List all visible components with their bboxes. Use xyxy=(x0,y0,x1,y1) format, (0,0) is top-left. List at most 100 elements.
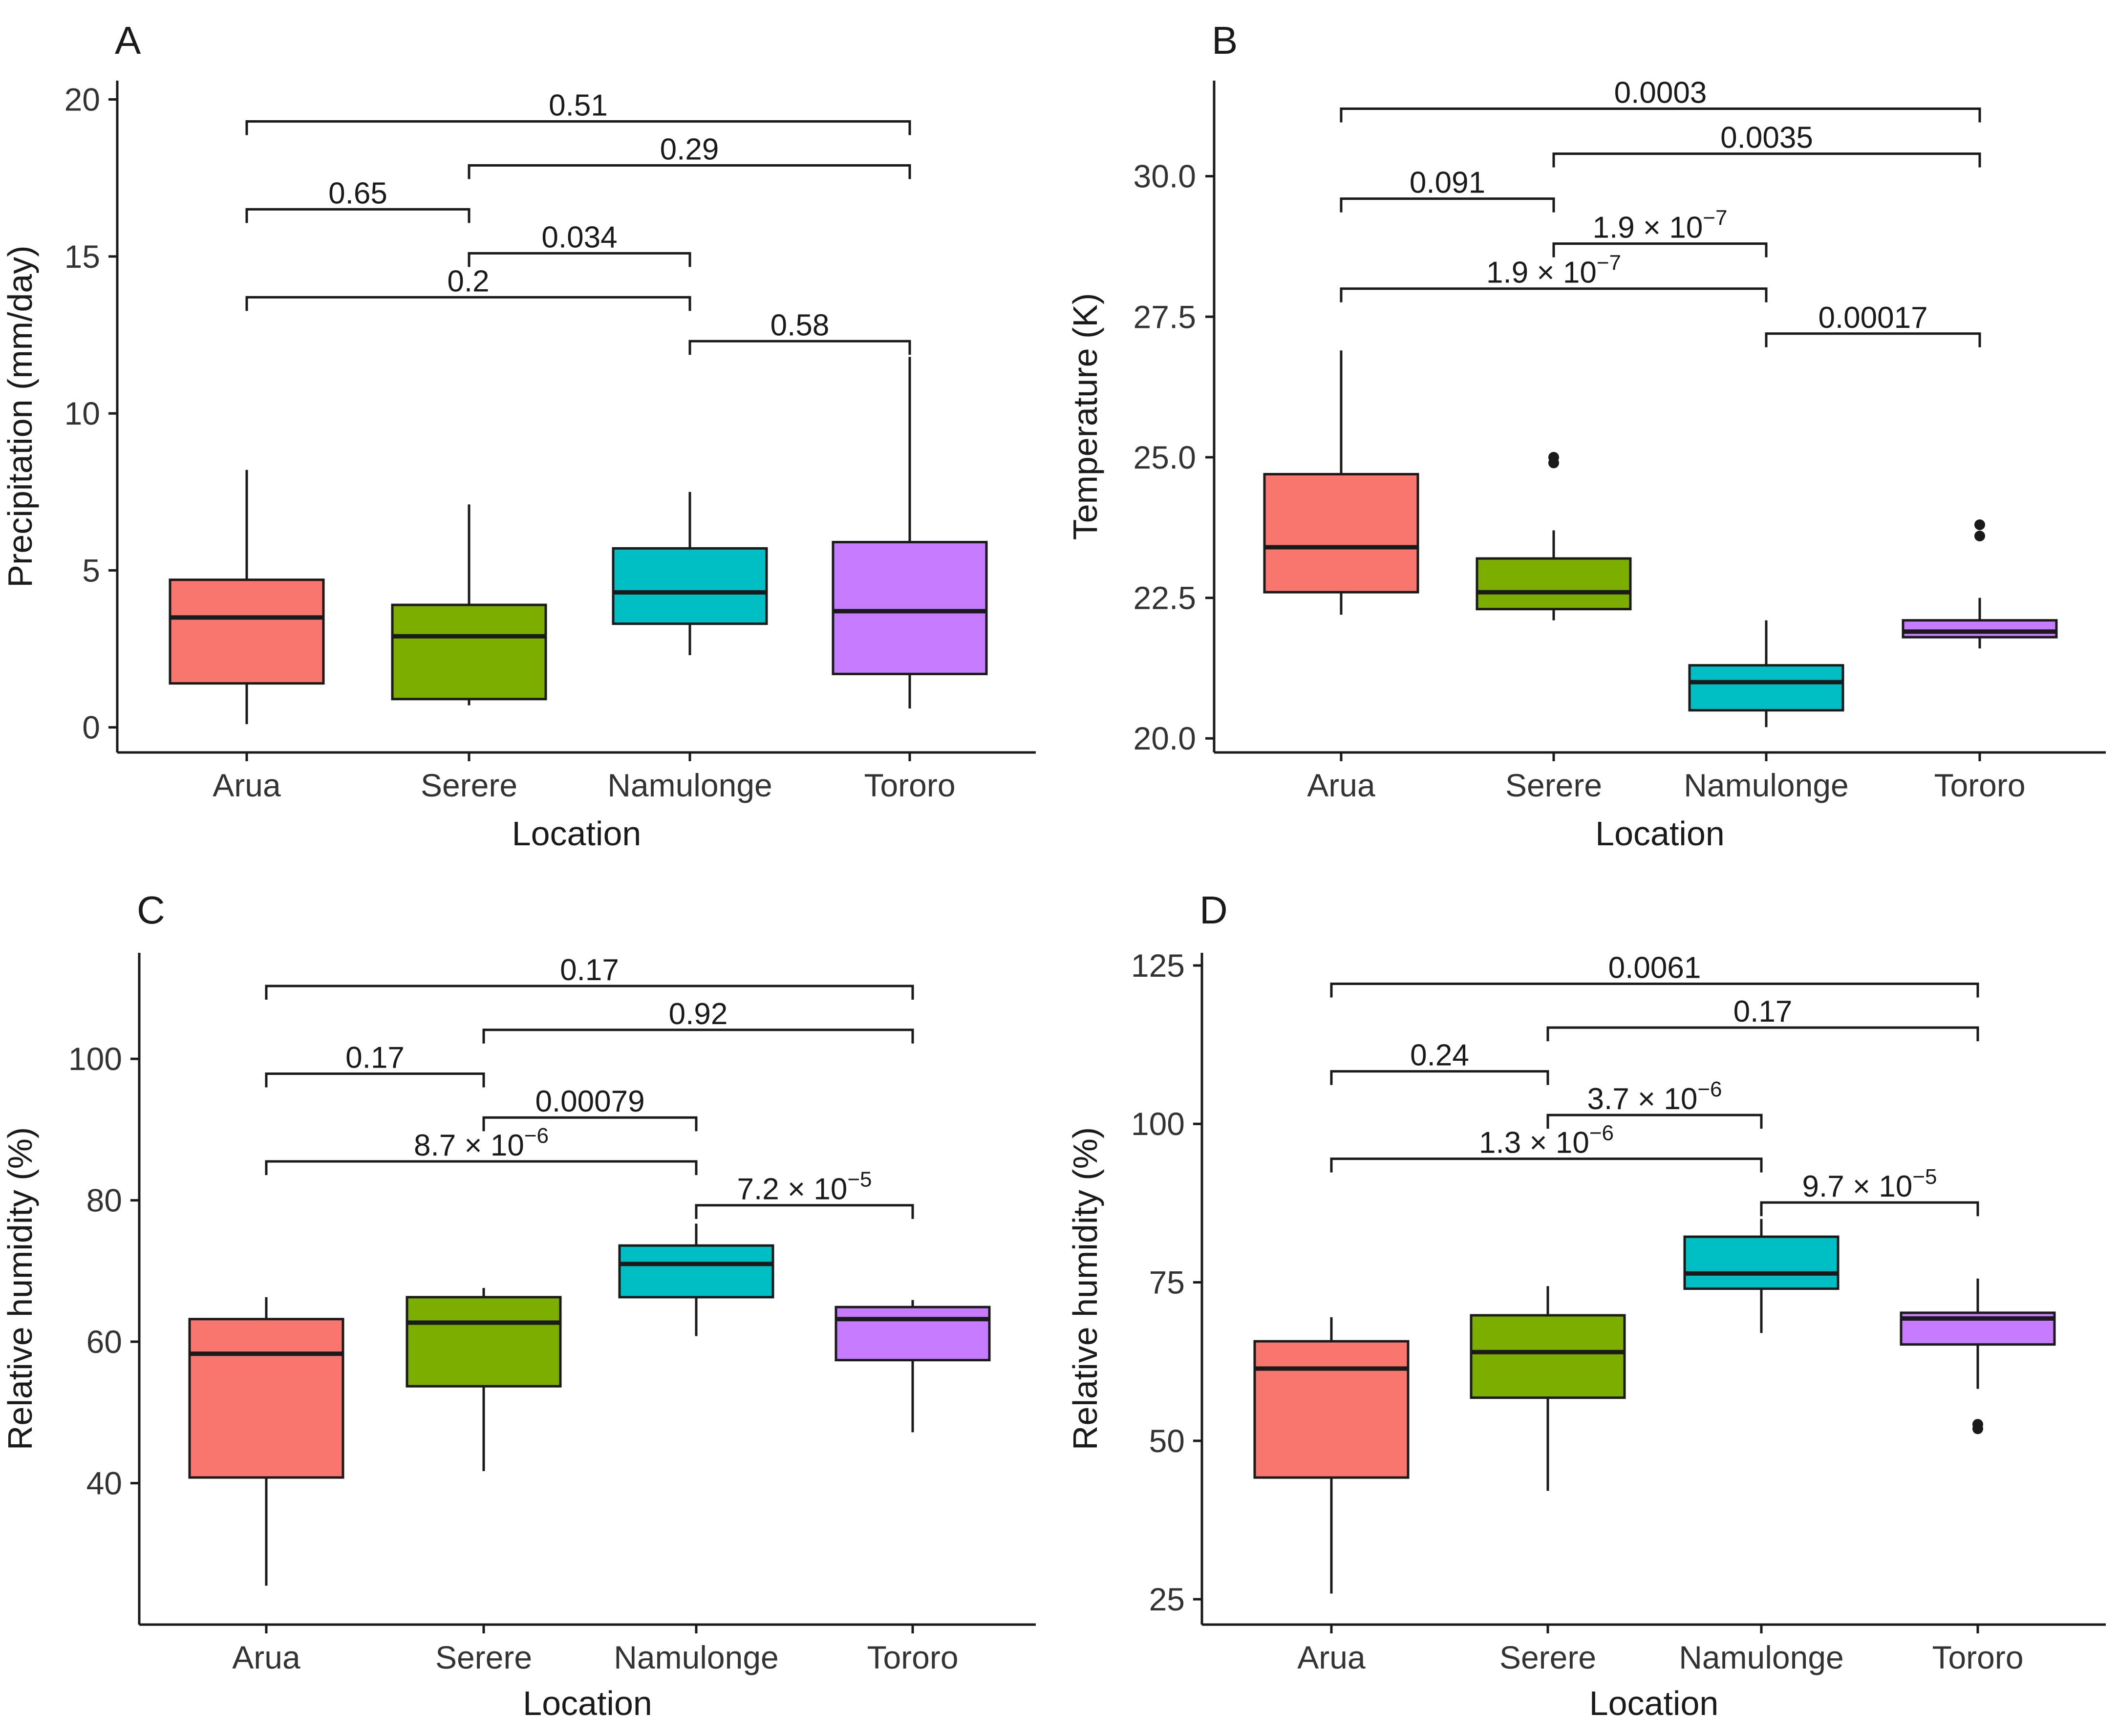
p-value-label: 9.7 × 10−5 xyxy=(1802,1165,1937,1203)
x-tick-label: Namulonge xyxy=(1679,1639,1844,1675)
y-tick-label: 50 xyxy=(1149,1423,1185,1459)
x-tick-label: Tororo xyxy=(1934,767,2025,803)
p-value-label: 7.2 × 10−5 xyxy=(737,1168,872,1206)
panel-b: B 20.0 22.5 25.0 27.5 30.0 Arua Serere Namulonge… xyxy=(1066,19,2106,853)
x-tick-label: Serere xyxy=(1505,767,1602,803)
y-tick-label: 125 xyxy=(1131,947,1185,984)
significance-bracket xyxy=(1546,1114,1763,1129)
box-arua xyxy=(1263,350,1419,615)
iqr-box xyxy=(391,603,547,701)
significance-bracket xyxy=(1330,1070,1549,1085)
x-tick-label: Tororo xyxy=(867,1639,958,1675)
significance-bracket xyxy=(265,1160,698,1175)
iqr-box xyxy=(834,1306,991,1362)
x-tick-label: Serere xyxy=(435,1639,532,1675)
significance-bracket xyxy=(1330,983,1979,998)
p-value-label: 0.92 xyxy=(669,997,728,1031)
significance-bracket xyxy=(1552,242,1768,257)
p-value-label: 0.00079 xyxy=(535,1085,644,1118)
y-tick-label: 100 xyxy=(1131,1106,1185,1142)
outlier-point xyxy=(1974,531,1985,542)
p-value-label: 0.17 xyxy=(560,953,619,987)
box-arua xyxy=(188,1297,344,1586)
box-namulonge xyxy=(612,492,768,655)
box-namulonge xyxy=(1683,1219,1840,1333)
p-value-label: 0.0035 xyxy=(1720,121,1813,155)
iqr-box xyxy=(1470,1314,1626,1399)
significance-bracket xyxy=(245,208,471,223)
y-axis-title: Temperature (K) xyxy=(1066,293,1104,540)
iqr-box xyxy=(612,547,768,625)
p-value-label: 0.091 xyxy=(1410,166,1485,200)
significance-bracket xyxy=(482,1029,914,1044)
p-value-label: 0.29 xyxy=(660,132,719,166)
p-value-label: 0.0061 xyxy=(1608,951,1701,985)
x-tick-label: Serere xyxy=(1499,1639,1596,1675)
significance-bracket xyxy=(1340,287,1768,302)
x-axis-title: Location xyxy=(1589,1684,1719,1722)
iqr-box xyxy=(406,1296,562,1388)
panel-letter: C xyxy=(137,888,165,932)
x-tick-label: Namulonge xyxy=(1684,767,1849,803)
y-tick-label: 22.5 xyxy=(1134,580,1196,616)
x-axis-title: Location xyxy=(523,1684,652,1722)
y-tick-label: 60 xyxy=(86,1324,122,1360)
significance-bracket xyxy=(245,120,911,135)
significance-bracket xyxy=(1340,197,1555,213)
y-tick-label: 27.5 xyxy=(1134,299,1196,335)
y-tick-label: 80 xyxy=(86,1182,122,1219)
x-tick-label: Arua xyxy=(1297,1639,1366,1675)
iqr-box xyxy=(1683,1235,1840,1290)
p-value-label: 0.51 xyxy=(549,89,608,123)
significance-bracket xyxy=(1340,107,1981,123)
x-axis-title: Location xyxy=(1595,814,1725,853)
y-tick-label: 25.0 xyxy=(1134,439,1196,475)
box-namulonge xyxy=(1688,620,1844,728)
iqr-box xyxy=(1263,472,1419,594)
significance-bracket xyxy=(688,340,911,355)
iqr-box xyxy=(1253,1340,1410,1479)
significance-bracket xyxy=(468,252,691,267)
box-serere xyxy=(1476,451,1632,621)
y-axis-title: Precipitation (mm/day) xyxy=(1,245,39,587)
p-value-label: 0.17 xyxy=(1733,995,1793,1029)
y-tick-label: 30.0 xyxy=(1134,158,1196,194)
outlier-point xyxy=(1972,1419,1983,1430)
y-tick-label: 75 xyxy=(1149,1264,1185,1301)
significance-bracket xyxy=(1330,1157,1763,1173)
p-value-label: 0.0003 xyxy=(1614,76,1707,110)
p-value-label: 0.24 xyxy=(1410,1039,1469,1072)
iqr-box xyxy=(1476,557,1632,611)
significance-bracket xyxy=(1765,332,1981,347)
panel-letter: D xyxy=(1199,888,1228,932)
iqr-box xyxy=(188,1318,344,1479)
box-tororo xyxy=(1900,1278,2056,1435)
y-tick-label: 15 xyxy=(64,238,100,275)
p-value-label: 0.2 xyxy=(447,264,489,298)
x-tick-label: Namulonge xyxy=(607,767,772,803)
y-tick-label: 20.0 xyxy=(1134,720,1196,756)
significance-bracket xyxy=(1546,1026,1979,1042)
x-tick-label: Namulonge xyxy=(614,1639,779,1675)
iqr-box xyxy=(169,579,325,685)
p-value-label: 3.7 × 10−6 xyxy=(1587,1077,1722,1116)
iqr-box xyxy=(832,541,988,675)
box-serere xyxy=(1470,1286,1626,1491)
significance-bracket xyxy=(695,1204,914,1219)
x-tick-label: Arua xyxy=(213,767,281,803)
panel-a: A 0 5 10 15 20 Arua Serere Namulonge Tororo Locati… xyxy=(1,19,1036,853)
p-value-label: 8.7 × 10−6 xyxy=(414,1124,549,1162)
y-tick-label: 40 xyxy=(86,1465,122,1501)
significance-bracket xyxy=(482,1116,698,1132)
significance-bracket xyxy=(265,985,914,1000)
panel-letter: B xyxy=(1212,19,1238,62)
p-value-label: 0.17 xyxy=(345,1041,405,1075)
y-tick-label: 0 xyxy=(82,709,100,746)
iqr-box xyxy=(1688,664,1844,712)
box-serere xyxy=(406,1288,562,1471)
p-value-label: 0.58 xyxy=(770,308,830,342)
box-arua xyxy=(169,470,325,725)
y-tick-label: 25 xyxy=(1149,1581,1185,1617)
p-value-label: 1.9 × 10−7 xyxy=(1593,206,1728,245)
